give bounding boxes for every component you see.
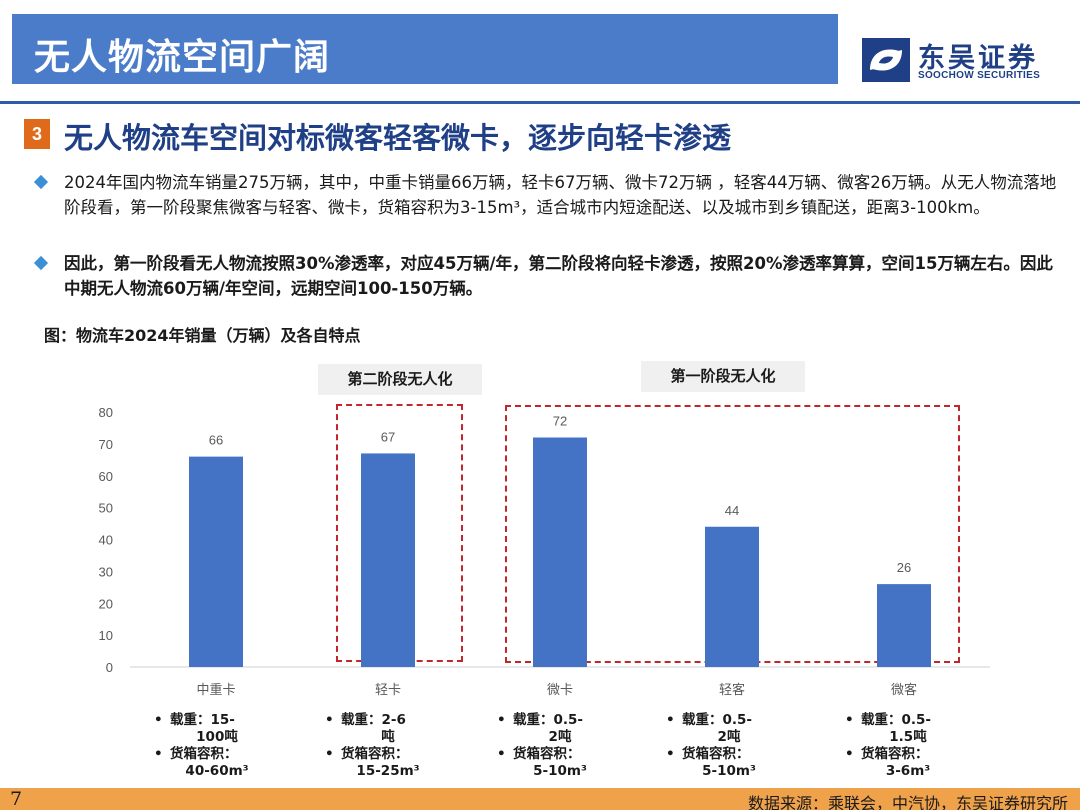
bar-value-label: 44 xyxy=(725,503,739,518)
paragraph-2: 因此，第一阶段看无人物流按照30%渗透率，对应45万辆/年，第二阶段将向轻卡渗透… xyxy=(64,254,1053,298)
feature-load-cont: 吨 xyxy=(381,729,395,745)
y-tick-label: 50 xyxy=(99,501,113,516)
footer-bar xyxy=(0,788,1080,810)
stage2-label: 第二阶段无人化 xyxy=(318,364,482,395)
feature-volume: 货箱容积： xyxy=(495,746,625,763)
feature-note: 载重：0.5- 2吨 货箱容积： 5-10m³ xyxy=(495,712,625,780)
x-category-label: 中重卡 xyxy=(196,682,235,697)
feature-load-cont: 2吨 xyxy=(717,729,741,745)
y-tick-label: 30 xyxy=(99,564,113,579)
bar xyxy=(189,456,243,667)
y-tick-label: 80 xyxy=(99,405,113,420)
bar-value-label: 67 xyxy=(381,429,395,444)
feature-volume: 货箱容积： xyxy=(664,746,794,763)
bar xyxy=(361,453,415,667)
x-category-label: 轻卡 xyxy=(375,682,401,697)
bar-value-label: 66 xyxy=(209,433,223,448)
feature-load-cont: 1.5吨 xyxy=(889,729,927,745)
feature-volume: 货箱容积： xyxy=(323,746,453,763)
section-number-badge: 3 xyxy=(24,119,50,149)
feature-volume-cont: 3-6m³ xyxy=(885,763,931,779)
data-source: 数据来源：乘联会，中汽协，东吴证券研究所 xyxy=(747,794,1068,810)
title-bar: 无人物流空间广阔 xyxy=(12,14,838,84)
feature-volume: 货箱容积： xyxy=(152,746,282,763)
feature-load-cont: 100吨 xyxy=(196,729,238,745)
feature-volume-cont: 15-25m³ xyxy=(356,763,420,779)
bar xyxy=(705,526,759,667)
header-divider xyxy=(0,101,1080,104)
feature-load: 载重：0.5- xyxy=(843,712,973,729)
bar xyxy=(533,437,587,667)
feature-volume-cont: 5-10m³ xyxy=(533,763,587,779)
feature-volume-cont: 5-10m³ xyxy=(702,763,756,779)
y-tick-label: 60 xyxy=(99,469,113,484)
bar-value-label: 26 xyxy=(897,560,911,575)
figure-caption: 图：物流车2024年销量（万辆）及各自特点 xyxy=(44,326,361,345)
bar xyxy=(877,584,931,667)
company-logo: 东吴证券 SOOCHOW SECURITIES xyxy=(862,38,1062,84)
y-tick-label: 70 xyxy=(99,437,113,452)
feature-load: 载重：0.5- xyxy=(664,712,794,729)
feature-note: 载重：0.5- 2吨 货箱容积： 5-10m³ xyxy=(664,712,794,780)
y-tick-label: 10 xyxy=(99,628,113,643)
feature-load: 载重：2-6 xyxy=(323,712,453,729)
y-tick-label: 20 xyxy=(99,596,113,611)
y-tick-label: 40 xyxy=(99,533,113,548)
paragraph-1: 2024年国内物流车销量275万辆，其中，中重卡销量66万辆，轻卡67万辆、微卡… xyxy=(64,173,1057,217)
x-category-label: 轻客 xyxy=(719,682,745,697)
stage1-label: 第一阶段无人化 xyxy=(641,361,805,392)
feature-load: 载重：15- xyxy=(152,712,282,729)
x-category-label: 微卡 xyxy=(547,682,573,697)
y-tick-label: 0 xyxy=(106,660,113,675)
x-category-label: 微客 xyxy=(891,682,917,697)
section-title: 无人物流车空间对标微客轻客微卡，逐步向轻卡渗透 xyxy=(64,121,732,155)
feature-load-cont: 2吨 xyxy=(548,729,572,745)
page-title: 无人物流空间广阔 xyxy=(34,37,331,78)
feature-note: 载重：2-6 吨 货箱容积： 15-25m³ xyxy=(323,712,453,780)
feature-load: 载重：0.5- xyxy=(495,712,625,729)
feature-volume: 货箱容积： xyxy=(843,746,973,763)
feature-volume-cont: 40-60m³ xyxy=(185,763,249,779)
soochow-logo-icon xyxy=(862,38,910,82)
bar-value-label: 72 xyxy=(553,414,567,429)
logo-name-cn: 东吴证券 xyxy=(918,43,1038,74)
feature-note: 载重：0.5- 1.5吨 货箱容积： 3-6m³ xyxy=(843,712,973,780)
feature-note: 载重：15- 100吨 货箱容积： 40-60m³ xyxy=(152,712,282,780)
page-number: 7 xyxy=(10,788,23,810)
logo-name-en: SOOCHOW SECURITIES xyxy=(918,70,1041,81)
